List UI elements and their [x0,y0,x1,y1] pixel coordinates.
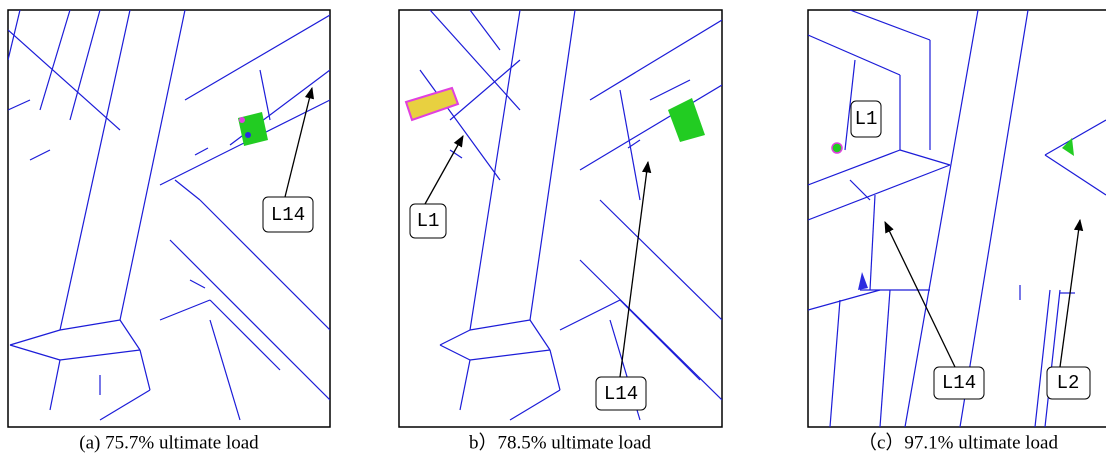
element-label: L14 [604,383,638,405]
element-label: L2 [1057,372,1080,394]
panel-frame [399,10,722,427]
panel-b: L1 L14 b）78.5% ultimate load [399,10,722,453]
caption: (a) 75.7% ultimate load [79,432,259,453]
element-label: L1 [855,108,878,130]
panel-a: L14 (a) 75.7% ultimate load [8,10,330,453]
element-label: L14 [271,204,305,226]
caption: b）78.5% ultimate load [469,431,652,453]
caption: （c）97.1% ultimate load [858,431,1058,453]
panel-frame [808,10,1106,427]
panel-c: L1 L14 L2 （c）97.1% ultimate load [808,10,1106,453]
figure: L14 (a) 75.7% ultimate load L1 L14 b）78.… [0,0,1106,460]
element-label: L1 [417,210,440,232]
element-label: L14 [942,372,976,394]
